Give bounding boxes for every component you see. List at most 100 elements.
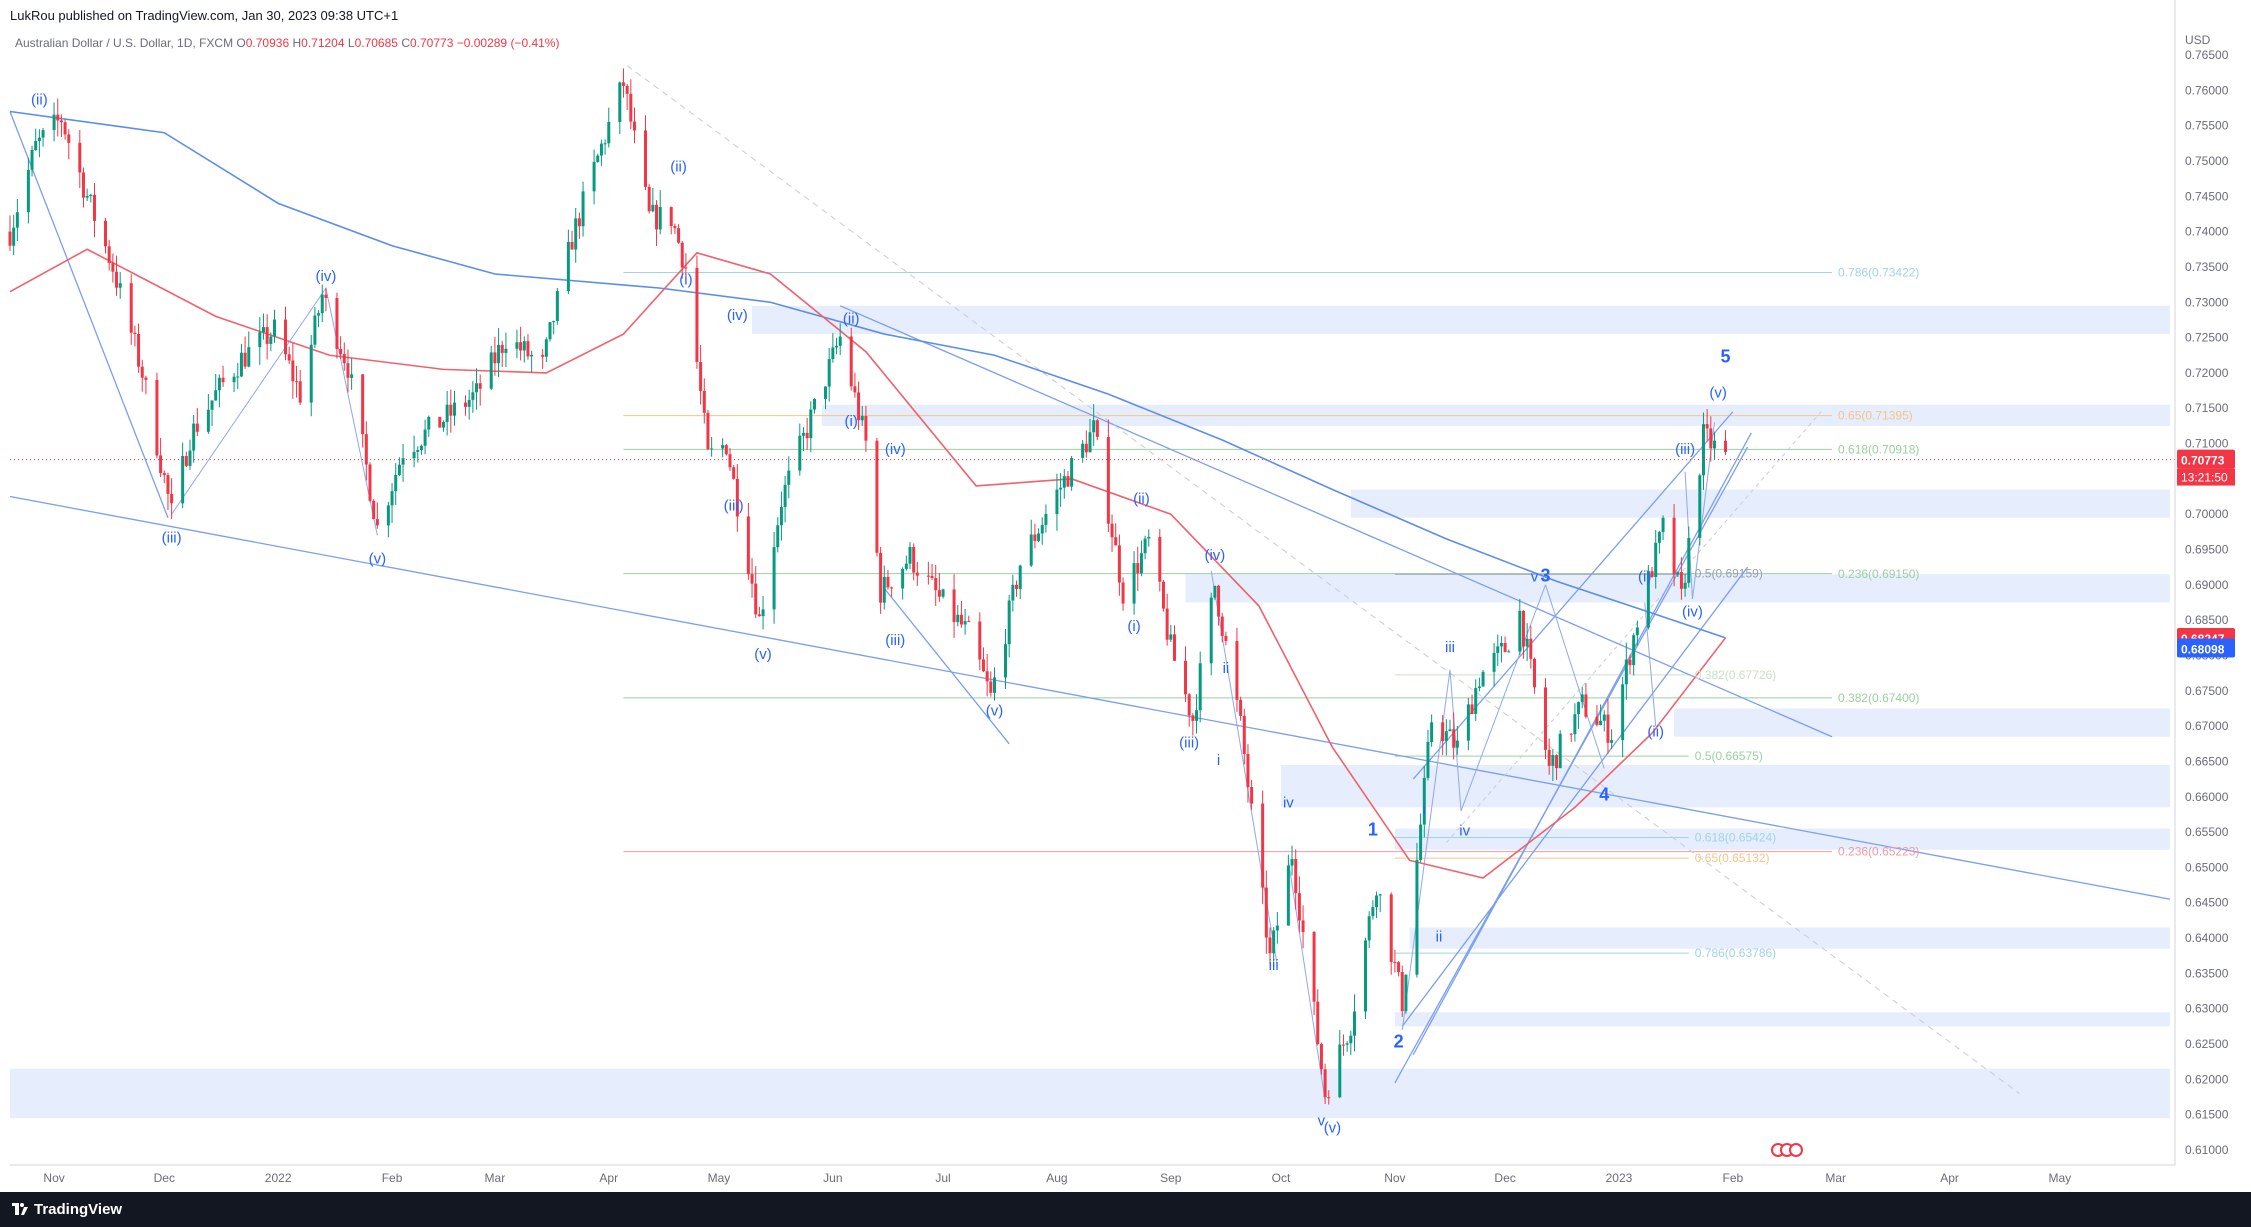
candle-body (92, 194, 96, 221)
candle-body (1286, 865, 1290, 926)
ohlc-open-value: 0.70936 (245, 36, 290, 50)
candle-body (1654, 542, 1658, 577)
dashed-trendline (1445, 411, 1822, 844)
candle-body (1599, 720, 1603, 725)
candle-body (1172, 634, 1176, 661)
candle-body (1492, 652, 1496, 672)
candle-body (118, 283, 122, 288)
candle-body (1235, 641, 1239, 700)
fib-level-label: 0.236(0.65223) (1838, 845, 1919, 859)
candle-body (937, 590, 941, 597)
candle-body (1610, 740, 1614, 743)
price-tick-label: 0.71500 (2185, 401, 2229, 415)
candle-body (1400, 972, 1404, 1012)
candle-body (655, 204, 659, 230)
candle-body (1261, 803, 1265, 888)
current-price-tag: 0.70773 (2181, 454, 2225, 468)
candle-body (1121, 582, 1125, 604)
time-tick-label: May (2048, 1171, 2071, 1185)
candle-body (287, 354, 291, 361)
price-tick-label: 0.61000 (2185, 1143, 2229, 1157)
candle-body (581, 191, 585, 227)
footer-brand[interactable]: TradingView (34, 1201, 123, 1218)
candle-body (978, 621, 982, 660)
candle-body (111, 262, 115, 272)
candle-body (651, 204, 655, 212)
candle-body (309, 344, 313, 403)
candle-body (346, 363, 350, 378)
candle-body (809, 409, 813, 439)
wave-label: (iv) (316, 268, 337, 285)
candle-body (732, 467, 736, 479)
candle-body (1404, 974, 1408, 1012)
candle-body (1518, 610, 1522, 652)
candle-body (1547, 749, 1551, 766)
supply-demand-zone (1185, 574, 2170, 603)
candle-body (1635, 627, 1639, 636)
ohlc-open-label: O (236, 36, 246, 50)
price-tick-label: 0.66000 (2185, 790, 2229, 804)
candle-body (1676, 572, 1680, 575)
wave-label: (iii) (162, 529, 182, 546)
candle-body (170, 493, 174, 504)
candle-body (890, 587, 894, 589)
candle-body (214, 390, 218, 401)
candle-body (1393, 961, 1397, 963)
candle-body (952, 589, 956, 623)
candle-body (30, 149, 34, 170)
candle-body (853, 386, 857, 393)
wave-connector (1545, 584, 1605, 769)
candle-body (1301, 920, 1305, 933)
candle-body (1646, 571, 1650, 628)
candle-body (695, 267, 699, 363)
candle-body (258, 332, 262, 348)
candle-body (985, 671, 989, 682)
candle-body (1066, 476, 1070, 487)
candle-body (750, 574, 754, 584)
candle-body (184, 456, 188, 466)
candle-body (423, 429, 427, 446)
candle-body (1220, 616, 1224, 636)
time-tick-label: Aug (1046, 1171, 1067, 1185)
wave-label: (ii) (843, 310, 860, 327)
candle-body (416, 449, 420, 452)
price-tick-label: 0.69500 (2185, 543, 2229, 557)
candle-body (1110, 523, 1114, 538)
candle-body (596, 155, 600, 162)
candle-body (133, 332, 137, 334)
candle-body (41, 130, 45, 138)
wave-label: 1 (1368, 820, 1378, 840)
time-tick-label: 2022 (265, 1171, 292, 1185)
candle-body (1136, 563, 1140, 574)
candle-body (1444, 731, 1448, 742)
candle-body (1341, 1044, 1345, 1046)
candle-body (210, 400, 214, 410)
wave-label: 4 (1599, 784, 1609, 804)
candle-body (967, 621, 971, 623)
candle-body (188, 450, 192, 466)
candle-body (1661, 517, 1665, 533)
candle-body (1161, 581, 1165, 609)
ma-blue-tag: 0.68098 (2181, 643, 2225, 657)
price-tick-label: 0.66500 (2185, 754, 2229, 768)
price-tick-label: 0.68500 (2185, 613, 2229, 627)
candle-body (372, 500, 376, 520)
candle-body (1624, 659, 1628, 685)
candle-body (779, 507, 783, 526)
published-header: LukRou published on TradingView.com, Jan… (10, 8, 399, 23)
price-tick-label: 0.61500 (2185, 1108, 2229, 1122)
candle-body (397, 464, 401, 476)
candle-body (801, 432, 805, 436)
candle-body (757, 614, 761, 617)
candle-body (1529, 638, 1533, 659)
candle-body (1679, 572, 1683, 589)
fib-level-label: 0.786(0.73422) (1838, 265, 1919, 279)
candle-body (1198, 663, 1202, 711)
candle-body (1496, 646, 1500, 653)
candle-body (1701, 424, 1705, 476)
candle-body (1007, 600, 1011, 645)
price-tick-label: 0.67000 (2185, 719, 2229, 733)
candle-body (875, 440, 879, 553)
